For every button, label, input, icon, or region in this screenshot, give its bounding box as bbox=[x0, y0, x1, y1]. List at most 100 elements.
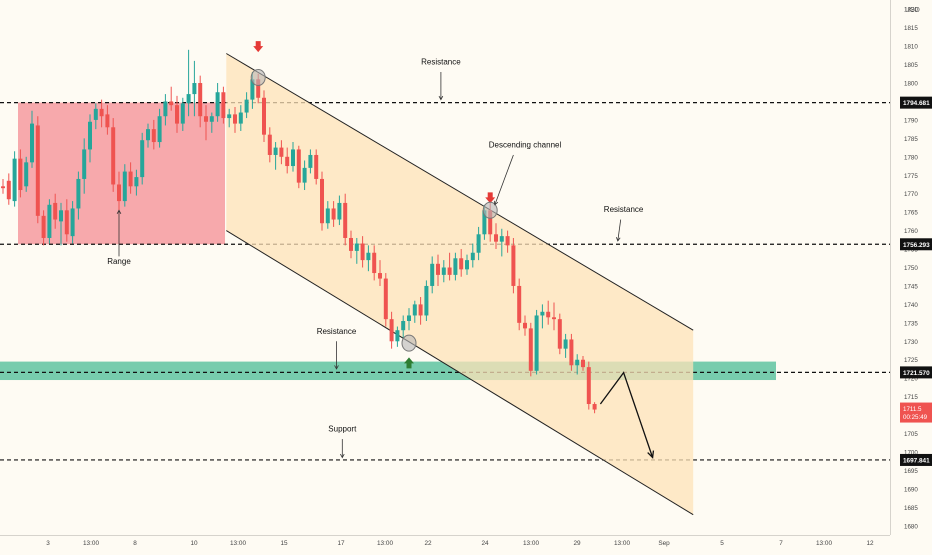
candle bbox=[64, 199, 69, 242]
candle bbox=[586, 361, 591, 410]
x-tick-label: 15 bbox=[280, 540, 288, 547]
candle bbox=[389, 311, 394, 349]
candle-body bbox=[128, 171, 133, 187]
candle-body bbox=[256, 79, 261, 98]
candle-body bbox=[262, 97, 266, 135]
candle-body bbox=[447, 267, 452, 275]
candle-body bbox=[523, 322, 527, 329]
candle-body bbox=[360, 243, 365, 261]
candle bbox=[517, 278, 522, 331]
x-tick-label: 13:00 bbox=[83, 540, 99, 547]
candle bbox=[325, 201, 330, 229]
y-tick-label: 1735 bbox=[904, 320, 918, 327]
x-tick-label: 10 bbox=[190, 540, 198, 547]
candle-body bbox=[412, 304, 417, 316]
candle-body bbox=[221, 92, 226, 119]
x-tick-label: 29 bbox=[573, 540, 581, 547]
candle-body bbox=[99, 108, 104, 117]
candle-body bbox=[233, 114, 237, 124]
candle-body bbox=[534, 315, 539, 371]
candle-body bbox=[6, 180, 11, 200]
x-tick-label: 13:00 bbox=[377, 540, 393, 547]
candle-body bbox=[215, 92, 220, 117]
candle bbox=[227, 108, 232, 128]
candle bbox=[557, 313, 562, 355]
candle-body bbox=[175, 105, 179, 124]
candle bbox=[581, 356, 585, 371]
annotation-pointer bbox=[617, 219, 622, 241]
candle bbox=[366, 245, 371, 272]
candle bbox=[418, 297, 423, 325]
candle bbox=[99, 99, 104, 128]
candle-body bbox=[244, 99, 249, 113]
candle bbox=[499, 228, 504, 257]
candle-body bbox=[540, 311, 545, 316]
candle bbox=[320, 171, 324, 231]
candle-body bbox=[349, 237, 353, 251]
y-tick-label: 1700 bbox=[904, 449, 918, 456]
candle-body bbox=[337, 202, 342, 220]
candle-body bbox=[569, 339, 574, 366]
y-tick-label: 1690 bbox=[904, 486, 918, 493]
price-label-box bbox=[900, 366, 932, 379]
candle bbox=[41, 210, 46, 246]
candle bbox=[441, 260, 446, 283]
candle bbox=[563, 333, 568, 358]
candle-body bbox=[488, 210, 493, 235]
annotation-pointer bbox=[494, 154, 514, 205]
candle-body bbox=[552, 317, 556, 320]
candle-body bbox=[30, 123, 34, 163]
candle bbox=[163, 94, 168, 126]
y-tick-label: 1790 bbox=[904, 117, 918, 124]
candle-body bbox=[53, 202, 58, 220]
annotation: Resistance bbox=[421, 58, 461, 101]
y-tick-label: 1820 bbox=[904, 7, 918, 14]
candle bbox=[105, 105, 110, 135]
y-tick-label: 1760 bbox=[904, 228, 918, 235]
candle bbox=[291, 142, 295, 172]
range-box bbox=[18, 102, 225, 245]
down-arrow-icon bbox=[253, 41, 264, 53]
candle-body bbox=[47, 204, 52, 238]
candle bbox=[470, 243, 475, 268]
annotation: Descending channel bbox=[489, 141, 561, 206]
candle bbox=[244, 92, 249, 119]
y-tick-label: 1800 bbox=[904, 81, 918, 88]
candle-body bbox=[227, 114, 232, 119]
candle bbox=[453, 252, 458, 281]
candle-body bbox=[372, 252, 377, 274]
candle-body bbox=[575, 359, 580, 366]
candle-body bbox=[82, 149, 87, 179]
candle-body bbox=[592, 404, 597, 410]
candle bbox=[238, 105, 243, 131]
candle bbox=[117, 171, 121, 213]
candle-body bbox=[204, 116, 208, 122]
channel-fill bbox=[226, 53, 694, 515]
annotation-label: Support bbox=[328, 425, 357, 434]
candle bbox=[331, 201, 336, 227]
y-tick-label: 1770 bbox=[904, 191, 918, 198]
candle bbox=[534, 309, 539, 375]
candle bbox=[523, 315, 527, 336]
candle-body bbox=[24, 162, 29, 187]
candle-body bbox=[581, 359, 585, 368]
candle bbox=[221, 86, 226, 124]
candle bbox=[279, 140, 284, 165]
candle bbox=[308, 149, 313, 174]
down-arrow-icon bbox=[485, 192, 496, 204]
candle bbox=[296, 145, 301, 189]
candle bbox=[262, 90, 266, 143]
candle bbox=[349, 230, 353, 259]
candle bbox=[175, 95, 179, 133]
candle-body bbox=[343, 202, 348, 238]
y-tick-label: 1720 bbox=[904, 376, 918, 383]
candle-body bbox=[209, 116, 214, 122]
candle-body bbox=[505, 236, 510, 246]
annotation-pointer-arrow-icon bbox=[493, 200, 499, 206]
candle-body bbox=[302, 167, 307, 183]
x-tick-label: 3 bbox=[46, 540, 50, 547]
candle-body bbox=[18, 158, 23, 191]
annotation-label: Range bbox=[107, 257, 131, 266]
candle-body bbox=[105, 114, 110, 128]
